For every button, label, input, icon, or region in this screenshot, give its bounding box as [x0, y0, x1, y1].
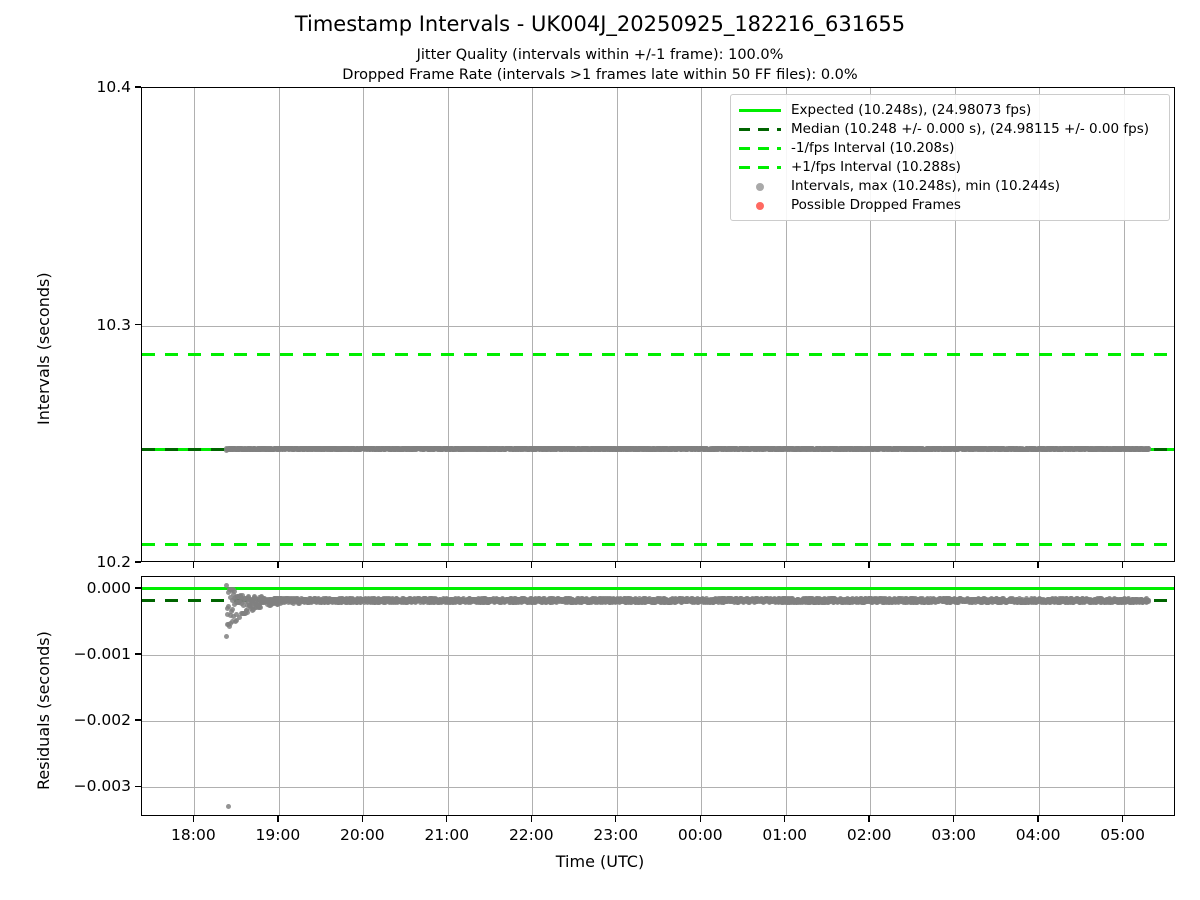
gridline-vertical [785, 88, 787, 561]
gridline-vertical [1039, 88, 1041, 561]
residuals-plot-area [141, 576, 1175, 816]
data-point [232, 588, 238, 594]
page-title: Timestamp Intervals - UK004J_20250925_18… [294, 12, 906, 36]
gridline-vertical [447, 577, 449, 815]
gridline-vertical [870, 577, 872, 815]
data-point [230, 606, 235, 612]
gridline-vertical [278, 577, 280, 815]
gridline-vertical [785, 577, 787, 815]
gridline-horizontal [142, 655, 1174, 657]
data-point [224, 633, 230, 639]
gridline-vertical [954, 88, 956, 561]
reference-line-plus_1_fps [142, 352, 1174, 356]
data-point [258, 605, 264, 611]
gridline-vertical [954, 577, 956, 815]
gridline-vertical [363, 88, 365, 561]
gridline-horizontal [142, 787, 1174, 789]
reference-line-minus_1_fps [142, 542, 1174, 546]
gridline-horizontal [142, 721, 1174, 723]
gridline-vertical [363, 577, 365, 815]
gridline-vertical [532, 88, 534, 561]
gridline-vertical [701, 577, 703, 815]
gridline-vertical [278, 88, 280, 561]
gridline-vertical [194, 88, 196, 561]
gridline-vertical [870, 88, 872, 561]
gridline-vertical [532, 577, 534, 815]
subtitle-jitter-quality: Jitter Quality (intervals within +/-1 fr… [416, 47, 784, 63]
gridline-horizontal [142, 325, 1174, 327]
gridline-vertical [194, 577, 196, 815]
data-point [1146, 446, 1152, 452]
gridline-vertical [1039, 577, 1041, 815]
gridline-vertical [616, 88, 618, 561]
gridline-vertical [447, 88, 449, 561]
subtitle-dropped-frame-rate: Dropped Frame Rate (intervals >1 frames … [342, 67, 858, 83]
reference-line-expected [142, 587, 1174, 591]
gridline-vertical [1123, 577, 1125, 815]
gridline-vertical [701, 88, 703, 561]
gridline-vertical [616, 577, 618, 815]
gridline-vertical [1123, 88, 1125, 561]
